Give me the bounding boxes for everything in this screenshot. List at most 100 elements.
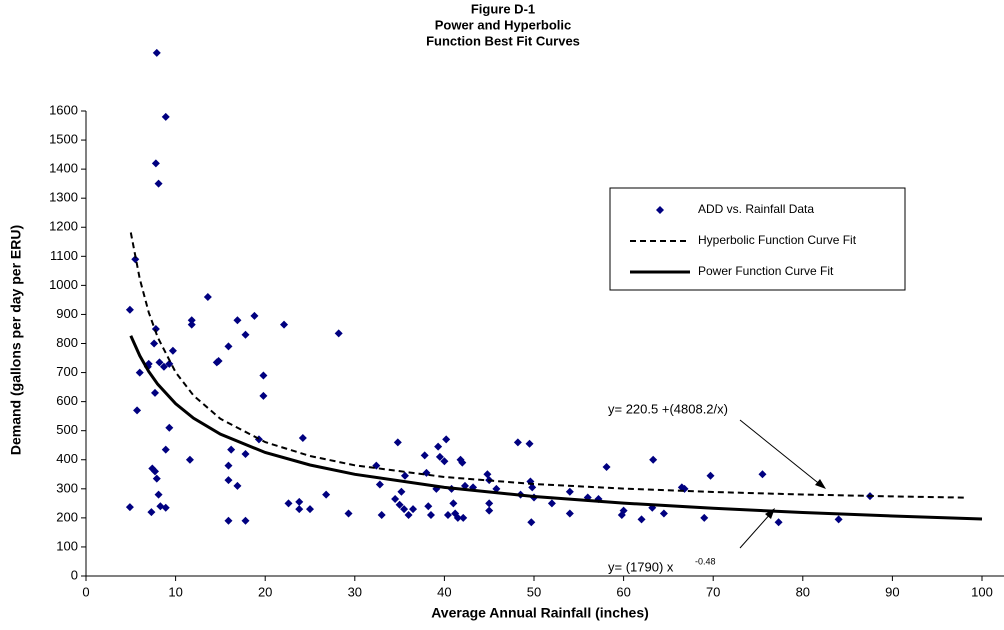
x-tick-label: 10 bbox=[168, 584, 182, 599]
y-tick-label: 100 bbox=[56, 538, 78, 553]
arrow-head bbox=[815, 479, 826, 489]
data-point bbox=[527, 518, 536, 527]
y-tick-label: 1400 bbox=[49, 161, 78, 176]
data-point bbox=[150, 339, 159, 348]
curve-fit bbox=[129, 335, 983, 521]
annotation-arrow bbox=[739, 419, 823, 487]
data-point bbox=[409, 505, 418, 514]
data-point bbox=[565, 487, 574, 496]
data-point bbox=[334, 329, 343, 338]
data-point bbox=[150, 388, 159, 397]
data-point bbox=[659, 509, 668, 518]
data-point bbox=[161, 503, 170, 512]
data-point bbox=[152, 48, 161, 57]
legend-box bbox=[609, 187, 906, 291]
data-point bbox=[168, 346, 177, 355]
data-point bbox=[602, 463, 611, 472]
data-point bbox=[259, 371, 268, 380]
data-point bbox=[125, 305, 134, 314]
y-tick-label: 300 bbox=[56, 480, 78, 495]
data-point bbox=[706, 471, 715, 480]
data-point bbox=[259, 391, 268, 400]
data-point bbox=[135, 368, 144, 377]
data-point bbox=[400, 471, 409, 480]
y-tick-label: 0 bbox=[71, 567, 78, 582]
data-point bbox=[375, 480, 384, 489]
data-point bbox=[155, 358, 164, 367]
data-point bbox=[434, 442, 443, 451]
data-point bbox=[528, 483, 537, 492]
data-point bbox=[404, 510, 413, 519]
data-point bbox=[224, 516, 233, 525]
y-tick-label: 1300 bbox=[49, 190, 78, 205]
data-point bbox=[154, 490, 163, 499]
data-point bbox=[131, 255, 140, 264]
x-tick-label: 40 bbox=[437, 584, 451, 599]
annotation-arrow bbox=[739, 511, 773, 549]
data-point bbox=[224, 342, 233, 351]
data-point bbox=[233, 481, 242, 490]
legend-marker bbox=[656, 206, 664, 214]
data-point bbox=[227, 445, 236, 454]
x-tick-label: 100 bbox=[971, 584, 993, 599]
data-point bbox=[159, 362, 168, 371]
data-point bbox=[453, 513, 462, 522]
data-point bbox=[547, 499, 556, 508]
legend-label: Power Function Curve Fit bbox=[698, 264, 834, 278]
x-tick-label: 20 bbox=[258, 584, 272, 599]
data-point bbox=[224, 476, 233, 485]
data-point bbox=[395, 500, 404, 509]
data-point bbox=[443, 510, 452, 519]
data-point bbox=[295, 505, 304, 514]
y-tick-label: 600 bbox=[56, 393, 78, 408]
annotation: y= 220.5 +(4808.2/x) bbox=[608, 401, 728, 416]
y-axis-title: Demand (gallons per day per ERU) bbox=[8, 225, 24, 455]
data-point bbox=[241, 330, 250, 339]
y-tick-label: 1600 bbox=[49, 102, 78, 117]
data-point bbox=[492, 484, 501, 493]
data-point bbox=[147, 508, 156, 517]
data-point bbox=[212, 358, 221, 367]
data-point bbox=[284, 499, 293, 508]
data-point bbox=[241, 449, 250, 458]
data-point bbox=[233, 316, 242, 325]
data-point bbox=[322, 490, 331, 499]
data-point bbox=[637, 515, 646, 524]
x-tick-label: 50 bbox=[527, 584, 541, 599]
data-point bbox=[224, 461, 233, 470]
chart-title: Function Best Fit Curves bbox=[426, 33, 580, 48]
data-point bbox=[424, 502, 433, 511]
data-point bbox=[459, 513, 468, 522]
legend-label: ADD vs. Rainfall Data bbox=[698, 202, 814, 216]
data-point bbox=[458, 458, 467, 467]
data-point bbox=[250, 311, 259, 320]
chart-title: Power and Hyperbolic bbox=[435, 17, 572, 32]
x-tick-label: 60 bbox=[616, 584, 630, 599]
y-tick-label: 1100 bbox=[50, 248, 78, 263]
data-point bbox=[306, 505, 314, 514]
y-tick-label: 500 bbox=[56, 422, 78, 437]
data-point bbox=[187, 320, 196, 329]
y-tick-label: 800 bbox=[56, 335, 78, 350]
data-point bbox=[649, 455, 658, 464]
data-point bbox=[133, 406, 142, 415]
x-tick-label: 90 bbox=[885, 584, 899, 599]
annotation: y= (1790) x bbox=[608, 559, 674, 574]
data-point bbox=[758, 470, 767, 479]
y-tick-label: 700 bbox=[56, 364, 78, 379]
data-point bbox=[393, 438, 402, 447]
data-point bbox=[298, 433, 307, 442]
data-point bbox=[426, 510, 435, 519]
data-point bbox=[150, 467, 159, 476]
y-tick-label: 1200 bbox=[49, 219, 78, 234]
y-tick-label: 1500 bbox=[49, 132, 78, 147]
data-point bbox=[397, 487, 406, 496]
data-point bbox=[442, 435, 451, 444]
data-point bbox=[377, 510, 386, 519]
data-point bbox=[774, 518, 783, 527]
data-point bbox=[165, 423, 174, 432]
data-point bbox=[449, 499, 458, 508]
data-point bbox=[280, 320, 289, 329]
data-point bbox=[161, 112, 170, 121]
